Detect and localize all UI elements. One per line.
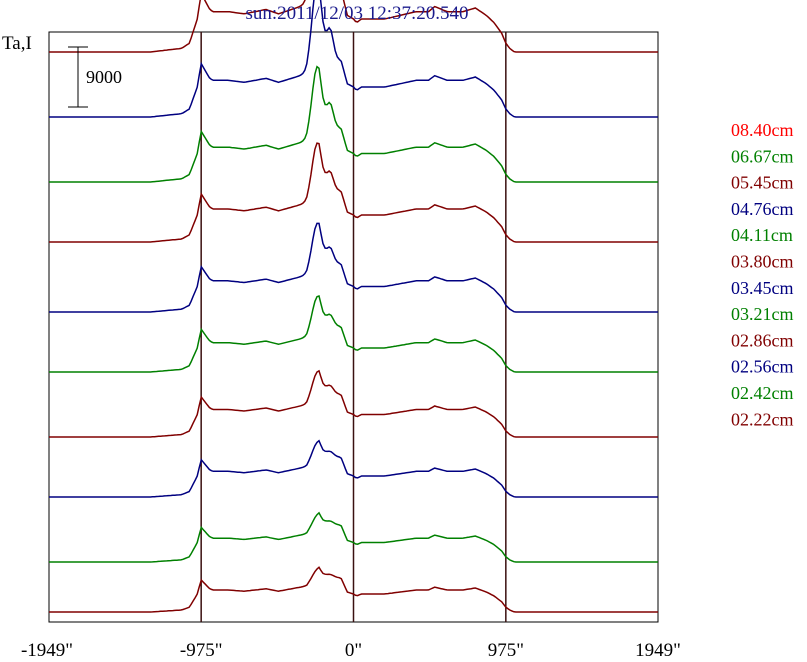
- series-line-02.56cm: [49, 439, 658, 498]
- series-line-02.22cm: [49, 566, 658, 613]
- legend-entry: 06.67cm: [731, 146, 794, 166]
- series-line-03.45cm: [49, 222, 658, 313]
- legend-entry: 04.76cm: [731, 199, 794, 219]
- x-tick-label: -1949": [21, 640, 73, 661]
- legend-entry: 08.40cm: [731, 120, 794, 140]
- x-tick-label: 975": [488, 640, 524, 661]
- legend-entry: 02.42cm: [731, 383, 794, 403]
- scale-bar: 9000: [68, 46, 122, 108]
- x-tick-label: 1949": [635, 640, 681, 661]
- legend-entry: 03.45cm: [731, 278, 794, 298]
- series-line-03.80cm: [49, 142, 658, 243]
- series-line-04.76cm: [49, 0, 658, 118]
- legend-entry: 02.86cm: [731, 330, 794, 350]
- series-line-03.21cm: [49, 295, 658, 373]
- legend-entry: 02.56cm: [731, 357, 794, 377]
- series-line-04.11cm: [49, 65, 658, 183]
- series-layer: [49, 0, 658, 613]
- center-lines: [200, 32, 507, 622]
- legend-entry: 02.22cm: [731, 409, 794, 429]
- chart-title: sun:2011/12/03 12:37:20.540: [245, 3, 468, 24]
- series-line-02.86cm: [49, 369, 658, 438]
- legend-entry: 03.21cm: [731, 304, 794, 324]
- series-line-02.42cm: [49, 511, 658, 563]
- legend-entry: 05.45cm: [731, 173, 794, 193]
- x-tick-label: -975": [180, 640, 223, 661]
- x-tick-label: 0": [345, 640, 362, 661]
- y-axis-label: Ta,I: [2, 33, 32, 54]
- x-tick-labels: -1949" -975" 0" 975" 1949": [21, 640, 681, 661]
- scale-bar-label: 9000: [86, 67, 122, 87]
- legend-entry: 03.80cm: [731, 252, 794, 272]
- legend-entry: 04.11cm: [731, 225, 793, 245]
- series-line-05.45cm: [49, 0, 658, 53]
- legend: 08.40cm 06.67cm 05.45cm 04.76cm 04.11cm 03.80…: [731, 120, 794, 429]
